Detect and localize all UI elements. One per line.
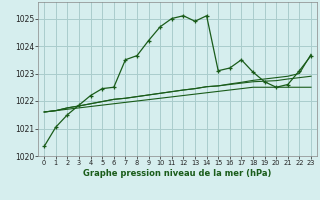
X-axis label: Graphe pression niveau de la mer (hPa): Graphe pression niveau de la mer (hPa) xyxy=(84,169,272,178)
